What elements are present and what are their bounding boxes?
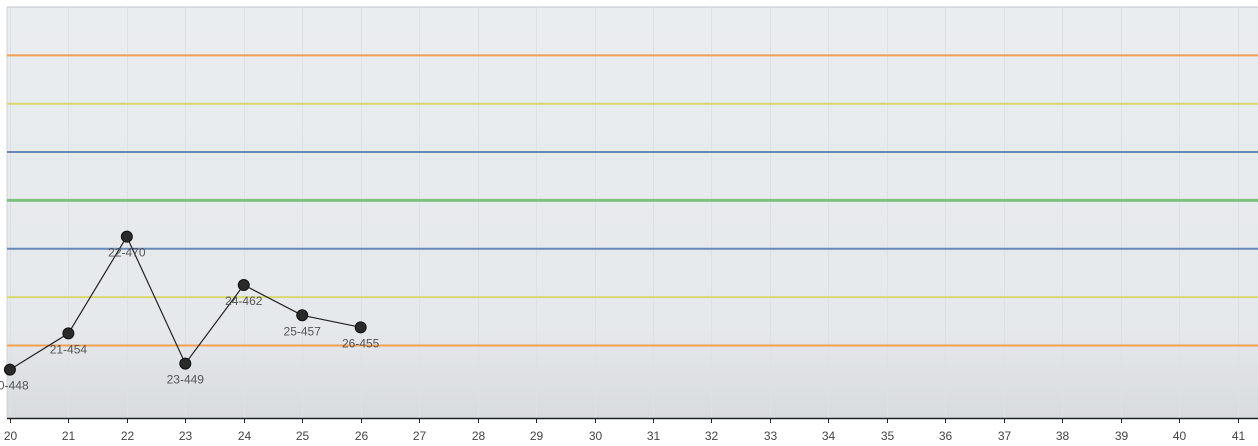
- x-tick-label-33: 33: [764, 429, 778, 443]
- data-series: [3, 230, 367, 376]
- x-tick-label-24: 24: [238, 429, 252, 443]
- data-point-20[interactable]: [3, 363, 16, 376]
- x-tick-label-25: 25: [296, 429, 310, 443]
- point-label-22: 22-470: [108, 246, 146, 260]
- x-tick-label-29: 29: [530, 429, 544, 443]
- data-point-21[interactable]: [62, 327, 75, 340]
- x-tick-label-41: 41: [1232, 429, 1246, 443]
- x-tick-label-37: 37: [998, 429, 1012, 443]
- x-tick-label-23: 23: [179, 429, 193, 443]
- data-point-23[interactable]: [179, 357, 192, 370]
- x-tick-label-38: 38: [1056, 429, 1070, 443]
- x-tick-label-35: 35: [881, 429, 895, 443]
- point-labels: 20-448 21-454 22-470 23-449 24-462 25-457 26-4…: [0, 246, 380, 393]
- x-tick-label-39: 39: [1115, 429, 1129, 443]
- point-label-26: 26-455: [342, 336, 380, 350]
- data-point-22[interactable]: [120, 230, 133, 243]
- reference-lines: [7, 54, 1258, 347]
- point-label-23: 23-449: [167, 373, 205, 387]
- point-label-24: 24-462: [225, 294, 263, 308]
- x-tick-label-36: 36: [939, 429, 953, 443]
- x-tick-label-31: 31: [647, 429, 661, 443]
- x-tick-label-30: 30: [589, 429, 603, 443]
- x-tick-label-27: 27: [413, 429, 427, 443]
- x-tick-label-28: 28: [472, 429, 486, 443]
- point-label-25: 25-457: [284, 324, 322, 338]
- point-label-20: 20-448: [0, 379, 29, 393]
- x-tick-label-34: 34: [822, 429, 836, 443]
- point-label-21: 21-454: [50, 342, 88, 356]
- x-tick-label-20: 20: [4, 429, 18, 443]
- plot-background: [7, 7, 1258, 418]
- data-point-26[interactable]: [354, 321, 367, 334]
- x-tick-label-40: 40: [1173, 429, 1187, 443]
- x-tick-label-32: 32: [705, 429, 719, 443]
- x-tick-label-21: 21: [62, 429, 76, 443]
- x-tick-label-26: 26: [355, 429, 369, 443]
- data-point-25[interactable]: [296, 309, 309, 322]
- x-axis-ticks: 20 21 22 23 24 25 26 27 28 29 30 31 32 33 34 35 36 37 38 39…: [4, 418, 1246, 443]
- x-tick-label-22: 22: [121, 429, 135, 443]
- vertical-grid: [10, 7, 1239, 418]
- data-point-24[interactable]: [237, 279, 250, 292]
